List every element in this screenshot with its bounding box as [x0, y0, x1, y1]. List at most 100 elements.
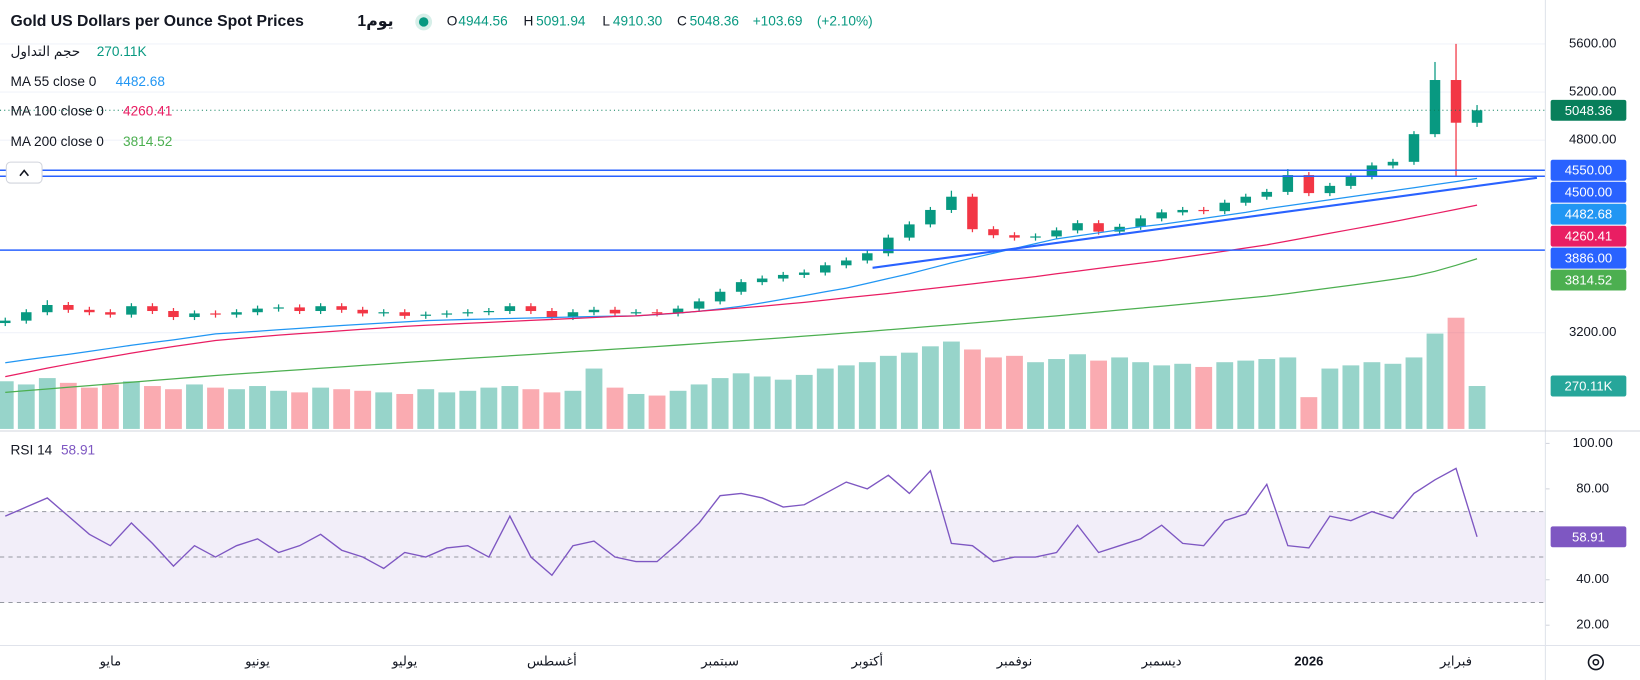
- volume-bar: [774, 379, 792, 429]
- volume-bar: [249, 386, 266, 429]
- settings-button[interactable]: [1587, 654, 1604, 671]
- volume-bar: [1216, 362, 1234, 429]
- settings-icon-core[interactable]: [1592, 658, 1600, 666]
- ma-legend-value: 4482.68: [116, 74, 165, 89]
- candle-body: [1156, 212, 1167, 219]
- volume-bar: [459, 390, 477, 429]
- price-tag: [1550, 181, 1627, 203]
- volume-bar: [291, 392, 309, 429]
- volume-bar: [1153, 365, 1171, 429]
- price-tag: [1550, 99, 1627, 121]
- candle-body: [189, 313, 200, 318]
- candle-body: [820, 265, 831, 273]
- x-tick-label: نوفمبر: [996, 654, 1033, 670]
- volume-bar: [228, 389, 245, 429]
- candle-body: [420, 314, 432, 316]
- back-layer: [0, 43, 1550, 626]
- change-percent: (+2.10%): [817, 14, 873, 29]
- volume-bar: [606, 387, 624, 429]
- volume-bar: [501, 386, 519, 429]
- rsi-line: [4, 467, 1478, 577]
- price-tag: [1550, 203, 1627, 225]
- volume-bar: [564, 390, 582, 429]
- status-dot: [418, 17, 429, 27]
- price-tag-label: 58.91: [1572, 529, 1605, 544]
- price-tag: [1550, 526, 1627, 548]
- main-layer: [0, 43, 1546, 577]
- candle-body: [63, 304, 74, 310]
- y-tick-label: 5200.00: [1569, 84, 1616, 99]
- rsi-legend-value: 58.91: [61, 443, 95, 458]
- settings-icon[interactable]: [1587, 654, 1604, 671]
- candle-body: [525, 306, 537, 312]
- collapse-icon[interactable]: [19, 169, 30, 177]
- candle-body: [231, 312, 242, 315]
- price-tag-label: 3814.52: [1565, 273, 1612, 288]
- candle-body: [1429, 80, 1441, 135]
- candle-body: [21, 312, 32, 321]
- volume-bar: [17, 384, 35, 429]
- price-tag: [1550, 375, 1627, 397]
- candle-body: [756, 278, 768, 283]
- volume-bar: [1006, 355, 1023, 429]
- volume-bar: [1384, 363, 1402, 429]
- candle-body: [862, 253, 873, 261]
- volume-bar: [417, 389, 435, 429]
- volume-bar: [186, 384, 203, 429]
- volume-bar: [1363, 362, 1381, 429]
- price-tag-label: 5048.36: [1565, 103, 1612, 118]
- volume-bar: [1300, 397, 1318, 429]
- candle-body: [1450, 80, 1462, 123]
- ma-legend-name: MA 100 close 0: [11, 104, 105, 119]
- volume-bar: [711, 378, 729, 429]
- volume-bar: [1027, 362, 1044, 429]
- volume-bar: [964, 349, 981, 429]
- candle-body: [651, 312, 663, 314]
- volume-bar: [858, 362, 876, 429]
- volume-bar: [480, 387, 498, 429]
- candle-body: [1009, 235, 1020, 238]
- candle-body: [1198, 209, 1209, 212]
- price-tag: [1550, 247, 1627, 269]
- candle-body: [1282, 175, 1294, 192]
- candle-body: [1093, 223, 1104, 232]
- x-tick-label: يوليو: [391, 654, 418, 670]
- volume-bar: [1069, 354, 1086, 429]
- candle-body: [714, 291, 726, 302]
- candle-body: [357, 309, 368, 314]
- candle-body: [168, 311, 179, 318]
- candle-body: [630, 312, 642, 314]
- volume-bar: [1468, 386, 1486, 429]
- volume-bar: [627, 393, 645, 429]
- collapse-button[interactable]: [5, 161, 43, 184]
- price-tag: [1550, 159, 1627, 181]
- price-tag-label: 270.11K: [1565, 379, 1613, 394]
- candle-body: [294, 307, 305, 312]
- rsi-tick-label: 100.00: [1573, 435, 1613, 450]
- volume-bar: [1174, 363, 1192, 429]
- x-tick-label: يونيو: [244, 654, 270, 670]
- ma-line: [5, 177, 1478, 364]
- ohlc-value: 5091.94: [536, 14, 586, 29]
- price-tag-label: 4482.68: [1565, 207, 1612, 222]
- volume-bar: [1279, 357, 1297, 429]
- candle-body: [946, 196, 957, 210]
- candle-body: [1303, 175, 1315, 194]
- volume-bar: [165, 389, 182, 429]
- candle-body: [588, 309, 600, 313]
- volume-bar: [837, 365, 855, 429]
- candle-body: [105, 312, 116, 315]
- candle-body: [84, 309, 95, 313]
- volume-bar: [648, 395, 666, 429]
- candle-body: [483, 311, 495, 313]
- price-tag: [1550, 269, 1627, 291]
- volume-bar: [0, 381, 14, 429]
- volume-bar: [438, 392, 456, 429]
- candle-body: [441, 313, 453, 315]
- candle-body: [1072, 223, 1083, 231]
- volume-bar: [59, 382, 77, 429]
- collapse-button-frame[interactable]: [5, 161, 43, 184]
- price-tag-label: 4260.41: [1565, 229, 1612, 244]
